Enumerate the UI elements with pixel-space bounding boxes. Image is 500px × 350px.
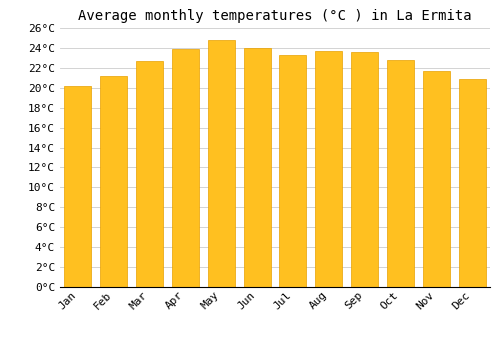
Bar (136, 61, 163, 287)
Bar (387, 60, 414, 287)
Bar (458, 79, 485, 287)
Bar (64, 86, 92, 287)
Bar (280, 55, 306, 287)
Bar (208, 40, 234, 287)
Bar (100, 76, 127, 287)
Bar (423, 71, 450, 287)
Title: Average monthly temperatures (°C ) in La Ermita: Average monthly temperatures (°C ) in La… (78, 9, 472, 23)
Bar (316, 51, 342, 287)
Bar (244, 48, 270, 287)
Bar (351, 52, 378, 287)
Bar (172, 49, 199, 287)
